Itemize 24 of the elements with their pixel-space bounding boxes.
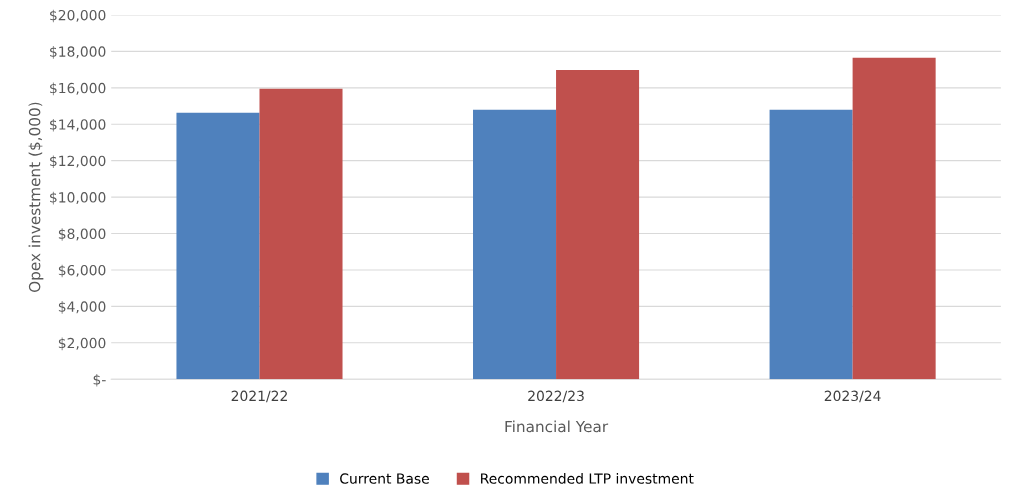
y-tick-label: $- [93, 373, 106, 387]
y-tick-label: $20,000 [50, 9, 106, 23]
bar [556, 69, 640, 380]
bar [176, 112, 260, 380]
bar [852, 57, 936, 380]
y-tick-label: $4,000 [58, 301, 106, 314]
y-tick-label: $6,000 [58, 264, 106, 278]
x-axis-title: Financial Year [505, 420, 609, 433]
y-axis-title: Opex investment ($,000) [28, 102, 44, 293]
y-tick-label: $14,000 [50, 118, 106, 132]
x-tick-label: 2021/22 [231, 390, 287, 403]
x-tick-label: 2023/24 [824, 390, 881, 403]
y-tick-label: $16,000 [50, 82, 106, 96]
x-tick-label: 2022/23 [528, 390, 584, 403]
legend-label: Current Base [340, 473, 429, 484]
bar [473, 109, 557, 380]
y-tick-label: $12,000 [50, 155, 106, 168]
y-tick-label: $18,000 [50, 46, 106, 59]
y-tick-label: $2,000 [58, 337, 106, 351]
y-tick-label: $8,000 [58, 228, 106, 241]
bar [769, 109, 853, 380]
bar [259, 88, 343, 380]
legend-label: Recommended LTP investment [481, 473, 694, 484]
y-tick-label: $10,000 [50, 191, 106, 205]
